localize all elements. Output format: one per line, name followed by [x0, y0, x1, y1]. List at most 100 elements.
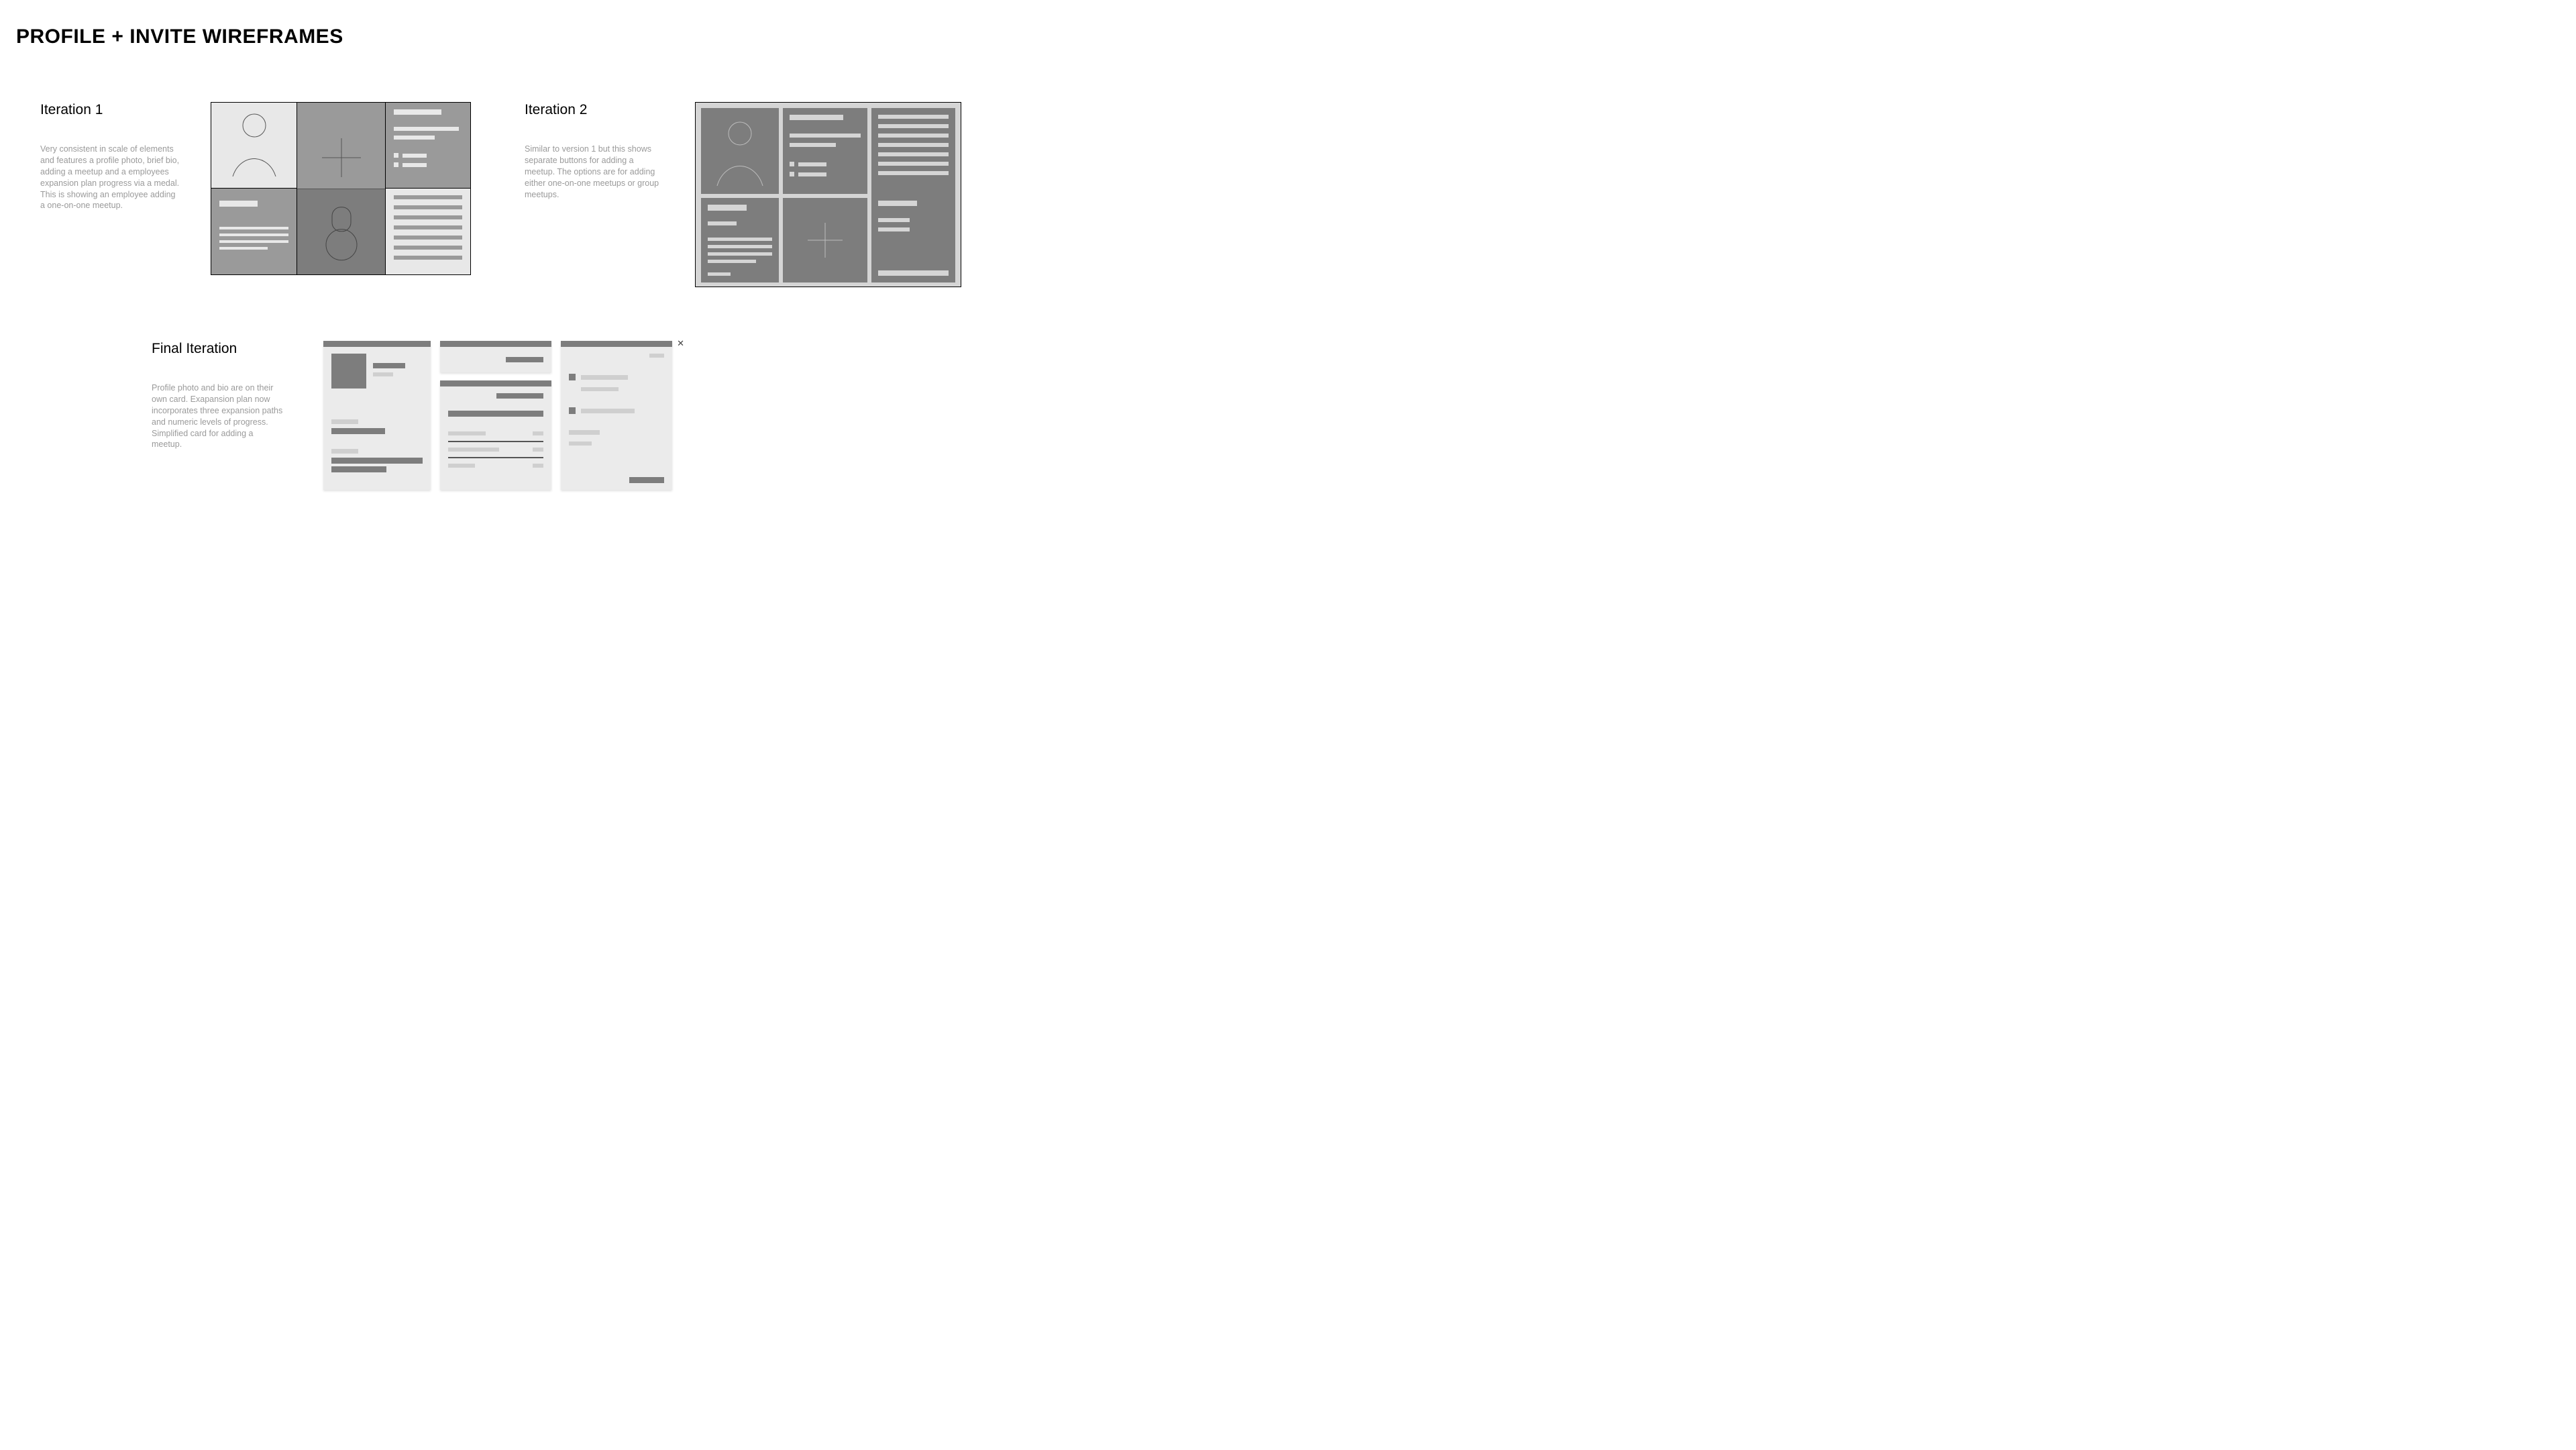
wf1-bottom-right-list	[386, 189, 470, 274]
text-bar	[581, 387, 619, 391]
list-bar	[790, 115, 843, 120]
list-bar	[394, 205, 462, 209]
list-bullet-row	[790, 172, 861, 176]
list-bar	[394, 256, 462, 260]
person-icon	[229, 112, 280, 176]
list-bar	[394, 236, 462, 240]
text-bar	[331, 466, 386, 472]
text-bar	[708, 252, 772, 256]
list-bar	[878, 115, 949, 119]
text-bar	[331, 419, 358, 424]
text-bar	[533, 464, 543, 468]
list-bar	[878, 171, 949, 175]
person-icon	[713, 119, 767, 186]
list-bullet-row	[394, 162, 462, 167]
wf2-add-panel	[783, 198, 867, 282]
card-header-bar	[440, 341, 551, 347]
list-bar	[878, 227, 910, 231]
text-bar	[219, 234, 288, 236]
text-bar	[373, 363, 405, 368]
text-bar	[331, 428, 385, 434]
text-bar	[708, 221, 737, 225]
iteration-1-wireframe	[211, 102, 471, 275]
bullet-icon	[569, 374, 576, 380]
list-bar	[790, 143, 836, 147]
list-bar	[394, 109, 441, 115]
list-bar	[394, 225, 462, 229]
iteration-1-heading: Iteration 1	[40, 102, 181, 118]
bullet-icon	[790, 172, 794, 176]
iteration-2-text: Iteration 2 Similar to version 1 but thi…	[525, 102, 665, 287]
list-bar	[878, 143, 949, 147]
text-bar	[448, 464, 475, 468]
final-wireframe: ✕	[323, 341, 672, 490]
list-bar	[878, 134, 949, 138]
final-card-middle-column	[440, 341, 551, 490]
wf1-avatar-panel	[211, 103, 297, 189]
text-bar	[569, 430, 600, 435]
iteration-1-description: Very consistent in scale of elements and…	[40, 144, 181, 211]
final-card-profile	[323, 341, 431, 490]
divider-line	[448, 441, 543, 442]
text-bar	[533, 448, 543, 452]
list-bar	[798, 162, 826, 166]
text-bar	[708, 205, 747, 211]
list-bar	[394, 246, 462, 250]
final-card-form	[440, 380, 551, 490]
final-text: Final Iteration Profile photo and bio ar…	[152, 341, 286, 450]
text-bar	[506, 357, 543, 362]
list-bar	[394, 127, 459, 131]
list-bar	[394, 136, 435, 140]
iteration-2-heading: Iteration 2	[525, 102, 665, 118]
wf1-center-panel	[297, 103, 386, 274]
text-bar	[496, 393, 543, 399]
page-title: PROFILE + INVITE WIREFRAMES	[16, 25, 2560, 48]
text-bar	[219, 227, 288, 229]
list-bar	[790, 134, 861, 138]
wf2-avatar-panel	[701, 108, 779, 194]
text-bar	[331, 458, 423, 464]
action-bar	[629, 477, 664, 483]
medal-icon	[323, 206, 360, 266]
text-bar	[708, 245, 772, 248]
text-bar	[533, 431, 543, 435]
card-header-bar	[561, 341, 672, 347]
list-bar	[402, 163, 427, 167]
avatar-placeholder	[331, 354, 366, 389]
divider-line	[448, 457, 543, 458]
section-bar	[448, 411, 543, 417]
text-bar	[581, 375, 628, 380]
final-card-list	[561, 341, 672, 490]
final-description: Profile photo and bio are on their own c…	[152, 382, 286, 450]
text-bar	[219, 240, 288, 243]
list-bar	[394, 195, 462, 199]
list-bar	[878, 218, 910, 222]
iteration-2-wireframe	[695, 102, 961, 287]
text-bar	[219, 247, 268, 250]
plus-icon	[319, 136, 364, 180]
text-bar	[708, 272, 731, 276]
list-bar	[878, 201, 917, 206]
list-bar	[878, 152, 949, 156]
text-bar	[708, 260, 756, 263]
bullet-icon	[394, 153, 398, 158]
text-bar	[708, 238, 772, 241]
list-bar	[798, 172, 826, 176]
wf2-info-panel	[783, 108, 867, 194]
text-bar	[581, 409, 635, 413]
wf1-bottom-left-text	[211, 189, 297, 274]
final-card-small	[440, 341, 551, 372]
iteration-2: Iteration 2 Similar to version 1 but thi…	[525, 102, 961, 287]
text-bar	[219, 201, 258, 207]
iterations-row: Iteration 1 Very consistent in scale of …	[40, 102, 2560, 287]
text-bar	[569, 442, 592, 446]
card-header-bar	[440, 380, 551, 386]
list-bar	[878, 124, 949, 128]
close-icon[interactable]: ✕	[677, 338, 684, 349]
bullet-icon	[569, 407, 576, 414]
text-bar	[448, 448, 499, 452]
list-bar	[878, 270, 949, 276]
bullet-icon	[394, 162, 398, 167]
text-bar	[448, 431, 486, 435]
text-bar	[373, 372, 393, 376]
